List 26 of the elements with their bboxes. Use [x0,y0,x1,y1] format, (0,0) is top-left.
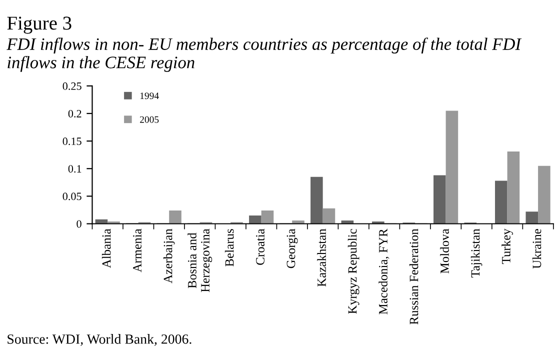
x-tick-label: Russian Federation [409,228,418,324]
x-tick-label: Georgia [286,228,298,268]
x-tick-label: Albania [102,228,111,268]
x-tick-label: Kazakhstan [317,228,326,287]
y-tick-label: 0.05 [62,192,82,200]
y-tick-label: 0.25 [62,82,82,90]
y-tick-label: 0 [76,220,82,228]
y-tick-label: 0.1 [68,165,82,173]
x-tick-label: Armenia [133,228,142,272]
chart-title: Figure 3 [7,16,72,34]
chart-subtitle: FDI inflows in non- EU members countries as percentage of the total FDI inflows in the CESE region [6,38,522,72]
x-tick-label: Ukraine [532,229,542,269]
x-tick-label: Azerbaijan [163,228,175,284]
legend-label: 1994 [140,92,159,100]
source-note: Source: WDI, World Bank, 2006. [8,334,192,346]
x-tick-label: Croatia [256,228,264,265]
x-tick-label: Macedonia, FYR [378,228,390,314]
x-tick-label: Turkey [502,228,513,264]
legend-label: 2005 [140,116,159,123]
x-tick-label: Moldova [440,228,449,274]
x-tick-label: Bosnia and Herzegovina [188,228,212,292]
x-tick-label: Tajikistan [470,228,482,278]
y-tick-label: 0.15 [62,138,82,146]
x-tick-label: Kyrgyz Republic [348,228,360,314]
x-tick-label: Belarus [224,229,234,266]
y-tick-label: 0.2 [68,110,82,118]
